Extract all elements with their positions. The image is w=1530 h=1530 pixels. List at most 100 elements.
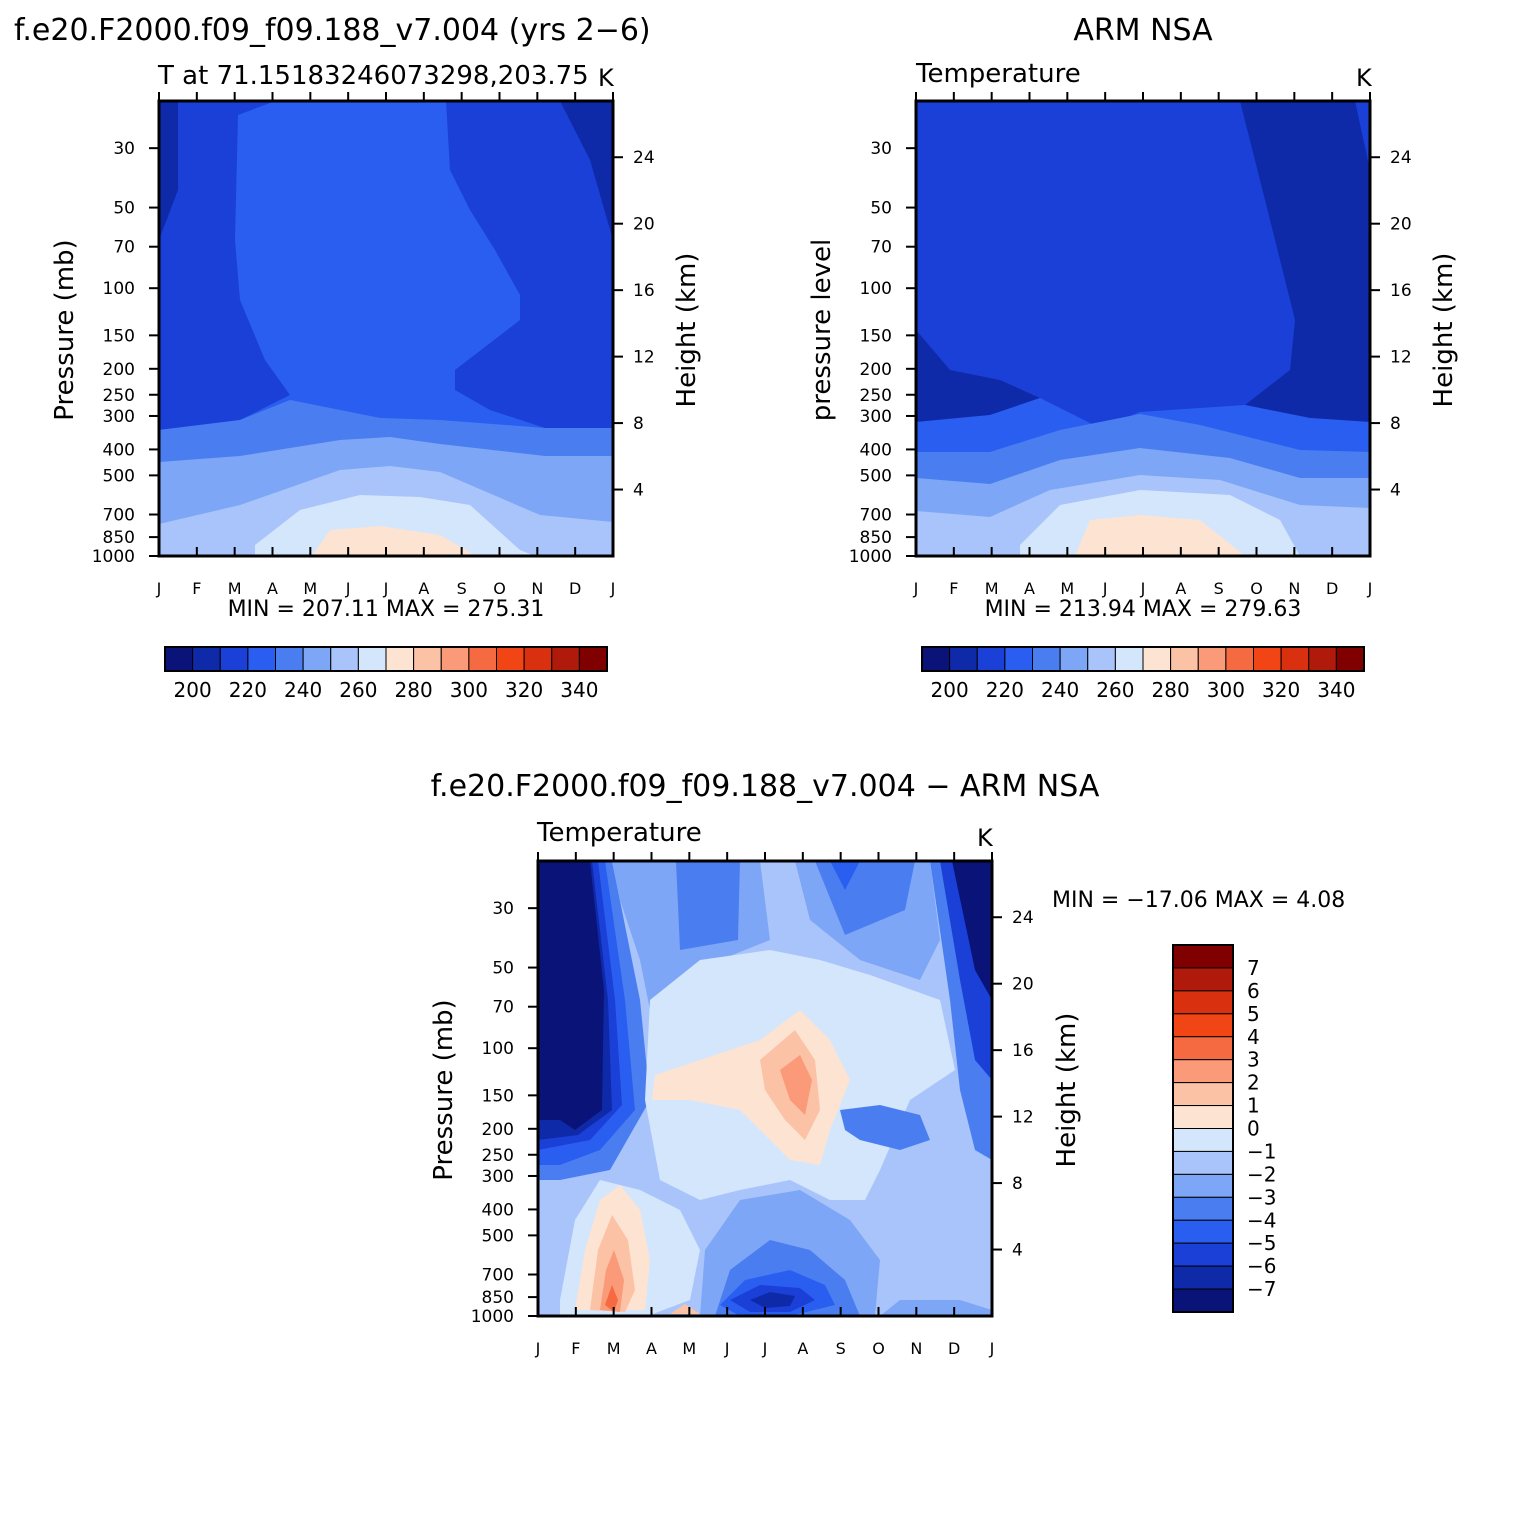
diff-ytick-label: 850	[482, 1288, 514, 1308]
diff-ytick-label: 400	[482, 1200, 514, 1220]
model-xtick-label: J	[156, 579, 162, 598]
obs-xtick-label: F	[949, 579, 958, 598]
model-colorbar-label: 200	[174, 678, 212, 702]
diff-colorbar-swatch	[1172, 1082, 1234, 1107]
diff-ytick-label: 200	[482, 1120, 514, 1140]
obs-colorbar-label: 220	[986, 678, 1024, 702]
model-colorbar-label: 280	[395, 678, 433, 702]
diff-page-title: f.e20.F2000.f09_f09.188_v7.004 − ARM NSA	[431, 769, 1100, 804]
model-colorbar-label: 220	[229, 678, 267, 702]
model-xtick-label: D	[569, 579, 581, 598]
diff-xtick-label: M	[607, 1339, 621, 1358]
diff-ytick-label: 1000	[471, 1307, 514, 1327]
diff-subtitle: Temperature	[536, 818, 702, 848]
model-ytick-label: 100	[103, 279, 135, 299]
diff-fill-bottom-strip	[880, 1300, 992, 1316]
model-page-title: f.e20.F2000.f09_f09.188_v7.004 (yrs 2−6)	[14, 13, 651, 48]
model-ytick-label: 50	[113, 199, 135, 219]
diff-y2tick-label: 16	[1012, 1041, 1034, 1061]
model-xtick-label: M	[303, 579, 317, 598]
obs-y2tick-label: 20	[1390, 215, 1412, 235]
diff-ytick-label: 500	[482, 1226, 514, 1246]
obs-colorbar: 200 220 240 260 280 300 320 340	[921, 646, 1365, 702]
diff-ytick-label: 300	[482, 1167, 514, 1187]
diff-fill-mid-pos-3	[780, 1055, 812, 1115]
model-y2tick-label: 8	[633, 414, 644, 434]
diff-contour-field	[538, 861, 992, 1316]
obs-colorbar-swatch	[1059, 646, 1089, 672]
model-ytick-label: 500	[103, 466, 135, 486]
obs-ytick-label: 850	[860, 528, 892, 548]
diff-y-label: Pressure (mb)	[429, 999, 459, 1180]
diff-colorbar-swatch	[1172, 1150, 1234, 1175]
model-contour-field	[159, 101, 613, 556]
model-ytick-label: 150	[103, 326, 135, 346]
diff-colorbar-swatch	[1172, 1219, 1234, 1244]
diff-colorbar-label: 1	[1247, 1094, 1260, 1118]
obs-xtick-label: J	[1367, 579, 1373, 598]
model-ytick-label: 250	[103, 386, 135, 406]
obs-ytick-label: 400	[860, 440, 892, 460]
model-colorbar-swatch	[247, 646, 276, 672]
model-fill-cold-right	[446, 101, 613, 428]
diff-xtick-label: J	[989, 1339, 995, 1358]
diff-y2tick-label: 12	[1012, 1108, 1034, 1128]
obs-contour-field	[916, 101, 1370, 556]
obs-xtick-label: J	[1102, 579, 1108, 598]
obs-xtick-label: M	[985, 579, 999, 598]
model-ytick-label: 1000	[92, 547, 135, 567]
diff-fill-low-right-blue-5	[750, 1292, 795, 1308]
model-colorbar-label: 340	[560, 678, 598, 702]
model-xtick-label: S	[457, 579, 467, 598]
model-colorbar-frame	[164, 646, 608, 672]
diff-colorbar-label: 2	[1247, 1071, 1260, 1095]
model-colorbar-label: 320	[505, 678, 543, 702]
diff-colorbar-label: −2	[1247, 1162, 1276, 1186]
obs-ytick-label: 150	[860, 326, 892, 346]
obs-ytick-label: 1000	[849, 547, 892, 567]
obs-xtick-label: O	[1250, 579, 1263, 598]
obs-ytick-label: 50	[870, 199, 892, 219]
model-y2tick-label: 24	[633, 148, 655, 168]
obs-y2tick-label: 8	[1390, 414, 1401, 434]
obs-stats: MIN = 213.94 MAX = 279.63	[985, 597, 1302, 622]
diff-colorbar-label: −5	[1247, 1231, 1276, 1255]
diff-fill-upper-blue-e	[830, 861, 860, 890]
model-stats: MIN = 207.11 MAX = 275.31	[228, 597, 545, 622]
diff-fill-left-coldest	[538, 861, 604, 1130]
obs-colorbar-label: 300	[1207, 678, 1245, 702]
diff-fill-low-pos-4	[605, 1285, 618, 1312]
model-fill-coldest-left	[159, 101, 178, 240]
diff-stats: MIN = −17.06 MAX = 4.08	[1052, 888, 1345, 913]
obs-colorbar-swatch	[1114, 646, 1144, 672]
model-right-label: Height (km)	[672, 253, 702, 408]
diff-colorbar-swatch	[1172, 1059, 1234, 1084]
diff-xtick-label: A	[797, 1339, 808, 1358]
obs-ytick-label: 300	[860, 407, 892, 427]
obs-fill-band-280	[1075, 515, 1245, 556]
diff-ytick-label: 100	[482, 1039, 514, 1059]
obs-colorbar-swatch	[1087, 646, 1116, 672]
diff-ytick-label: 50	[492, 959, 514, 979]
obs-colorbar-swatch	[1335, 646, 1365, 672]
model-ytick-label: 30	[113, 139, 135, 159]
diff-colorbar-swatch	[1172, 1036, 1234, 1061]
diff-colorbar-label: 4	[1247, 1025, 1260, 1049]
obs-colorbar-swatch	[1308, 646, 1337, 672]
obs-colorbar-label: 320	[1262, 678, 1300, 702]
panel-obs: ARM NSA Temperature K pressure level Hei…	[807, 13, 1459, 702]
obs-ytick-label: 500	[860, 466, 892, 486]
diff-fill-right-mid-blue	[840, 1105, 930, 1150]
model-xtick-label: A	[418, 579, 429, 598]
model-xtick-label: J	[383, 579, 389, 598]
model-fill-coldest-right	[560, 101, 613, 240]
diff-colorbar-label: 5	[1247, 1002, 1260, 1026]
model-colorbar-label: 300	[450, 678, 488, 702]
diff-colorbar-label: 3	[1247, 1048, 1260, 1072]
